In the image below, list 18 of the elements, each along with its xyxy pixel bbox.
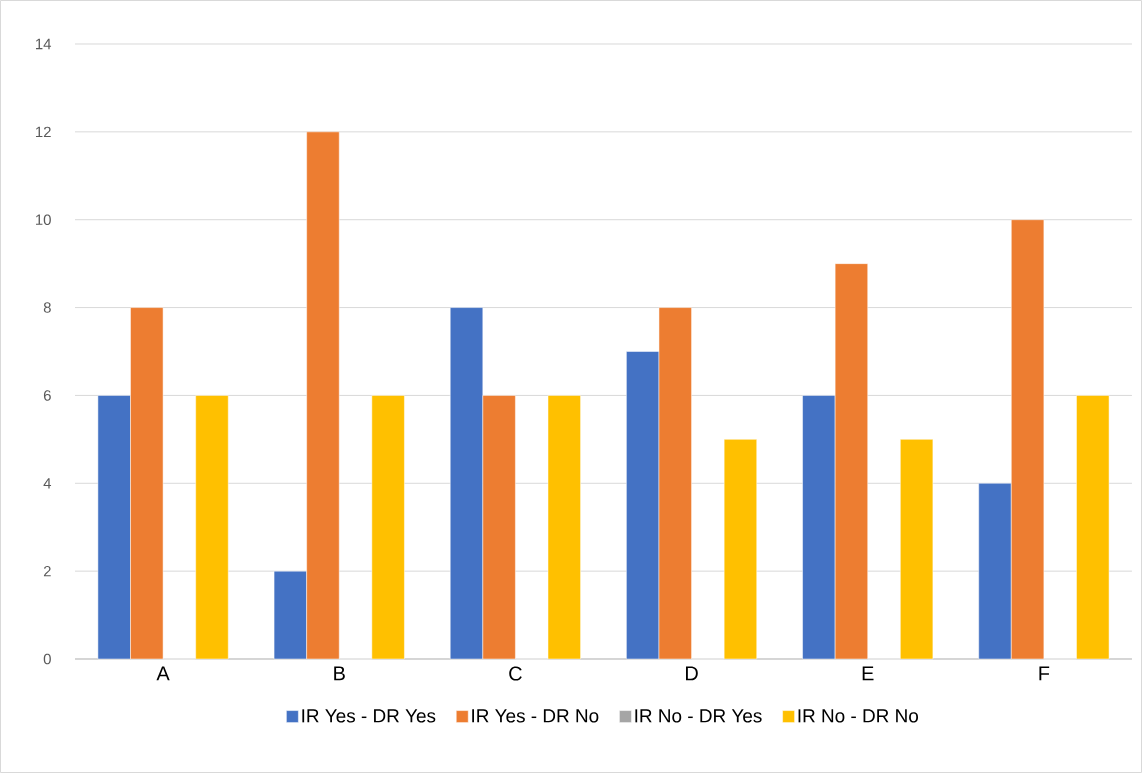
legend-label: IR No - DR No	[798, 709, 919, 723]
legend-label: IR Yes - DR Yes	[302, 709, 436, 723]
legend-label: IR No - DR Yes	[635, 709, 762, 723]
y-tick-label: 14	[36, 38, 52, 50]
x-tick-label: D	[686, 666, 698, 681]
y-tick-label: 6	[43, 390, 51, 401]
y-tick-label: 10	[36, 214, 51, 225]
y-tick-label: 8	[43, 302, 51, 313]
y-tick-label: 0	[43, 653, 51, 665]
x-tick-label: A	[156, 666, 170, 681]
y-tick-label: 12	[36, 126, 51, 138]
x-tick-label: B	[334, 666, 345, 681]
x-tick-label: F	[1039, 666, 1050, 681]
x-tick-label: E	[862, 666, 874, 681]
y-tick-label: 2	[43, 565, 51, 577]
x-tick-label: C	[509, 666, 522, 681]
legend-label: IR Yes - DR No	[472, 709, 599, 723]
y-tick-label: 4	[43, 478, 52, 489]
